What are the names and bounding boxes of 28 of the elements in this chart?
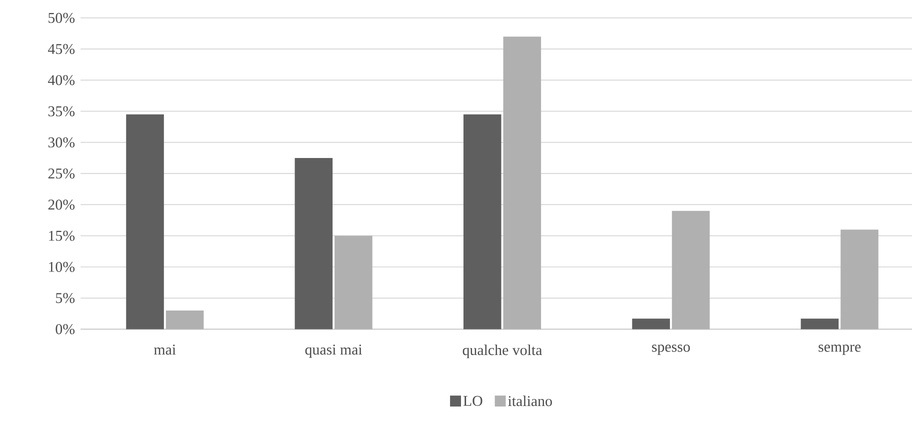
bar [126,114,164,330]
bar [800,318,839,330]
legend-label: LO [463,396,482,406]
x-tick-label: mai [154,344,176,355]
x-tick-label: qualche volta [462,344,542,358]
bar [334,236,372,330]
y-tick-label: 20% [48,200,75,210]
bar [166,310,204,330]
y-tick-label: 0% [56,324,75,334]
y-tick-label: 35% [48,106,75,117]
y-tick-label: 10% [49,262,75,272]
y-tick-label: 30% [48,138,75,148]
y-tick-label: 40% [48,75,75,86]
x-tick-label: sempre [818,344,861,356]
x-tick-label: quasi mai [305,344,362,358]
bar [840,230,878,330]
y-tick-label: 15% [49,230,75,242]
y-tick-label: 5% [56,293,75,304]
y-tick-label: 45% [48,44,75,54]
bar [463,114,502,330]
bar [672,211,710,330]
legend-label: italiano [508,396,552,406]
bar [632,318,670,330]
y-tick-label: 50% [48,13,75,24]
x-tick-label: spesso [652,344,690,356]
y-tick-label: 25% [48,168,75,179]
bar [294,158,333,330]
bar [503,36,542,330]
